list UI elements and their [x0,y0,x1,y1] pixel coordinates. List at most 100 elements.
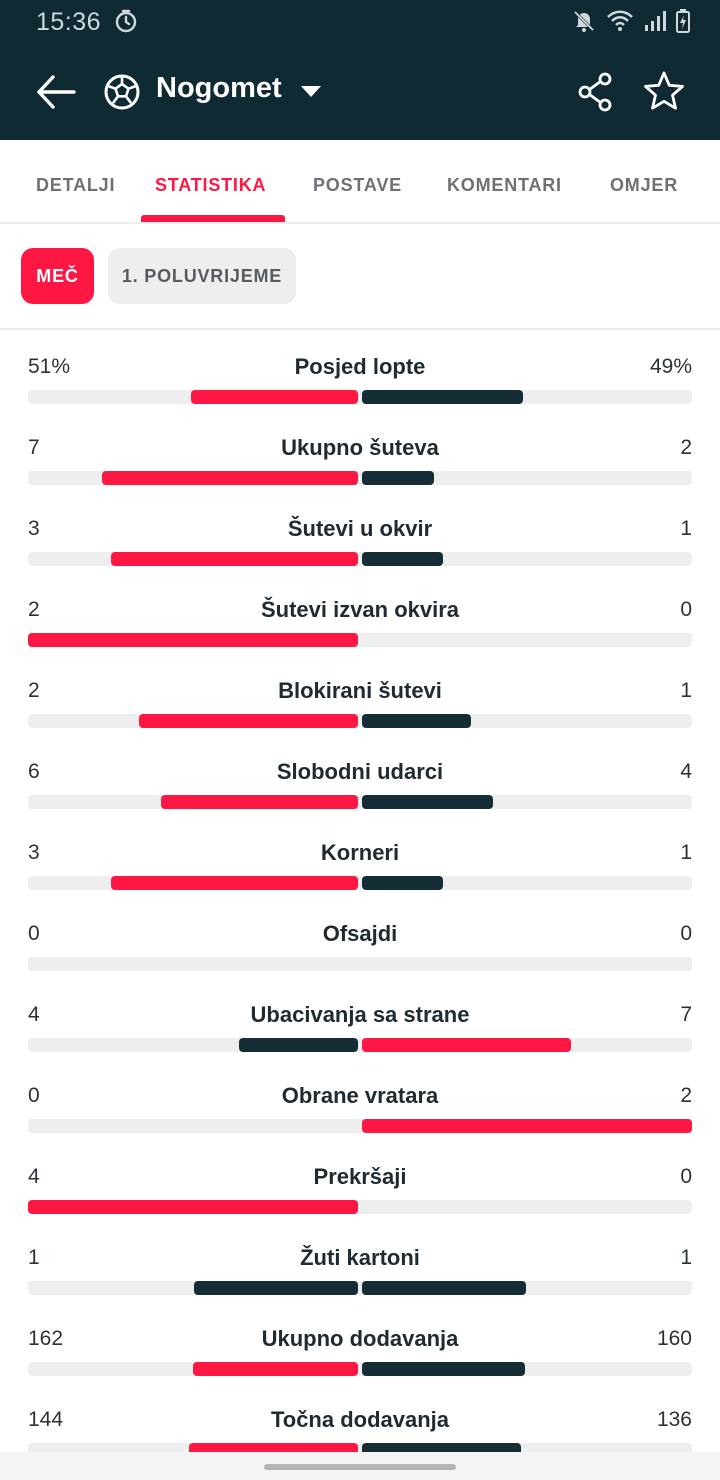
sport-dropdown-button[interactable] [296,80,326,104]
battery-icon [676,9,690,33]
tab-statistika[interactable]: STATISTIKA [155,175,267,195]
period-chip-first-half[interactable]: 1. POLUVRIJEME [108,248,296,304]
stat-home-bar [102,471,358,485]
stat-away-bar [362,1038,571,1052]
stat-label: Šutevi izvan okvira [260,597,460,622]
stat-label: Ukupno šuteva [281,435,439,460]
stat-home-value: 162 [28,1327,64,1350]
stat-away-bar [362,471,434,485]
stat-home-value: 0 [28,922,40,945]
stat-away-bar [362,714,471,728]
stat-row: 7 Ukupno šuteva 2 [0,421,720,502]
stat-home-value: 1 [28,1246,40,1269]
stat-row: 2 Blokirani šutevi 1 [0,664,720,745]
favorite-button[interactable] [640,68,688,116]
stat-home-value: 51% [28,355,71,378]
stat-away-bar [362,795,493,809]
stat-bar-track [28,390,692,404]
stat-row: 2 Šutevi izvan okvira 0 [0,583,720,664]
tab-detalji[interactable]: DETALJI [36,175,116,195]
stat-home-bar [193,1362,358,1376]
stat-label: Ubacivanja sa strane [250,1002,470,1027]
stat-away-bar [362,1281,526,1295]
back-arrow-icon [37,75,76,109]
stat-row: 162 Ukupno dodavanja 160 [0,1312,720,1393]
stat-away-value: 49% [649,355,692,378]
stat-away-value: 136 [656,1408,692,1431]
tab-bar: DETALJI STATISTIKA POSTAVE KOMENTARI OMJ… [0,148,720,224]
back-button[interactable] [32,68,80,116]
stat-row: 0 Ofsajdi 0 [0,907,720,988]
share-button[interactable] [572,68,620,116]
stat-home-value: 0 [28,1084,40,1107]
stat-bar-track [28,714,692,728]
stat-away-bar [362,1119,692,1133]
stat-label: Ukupno dodavanja [261,1326,459,1351]
stat-label: Prekršaji [313,1164,407,1189]
stat-away-bar [362,390,523,404]
mute-icon [572,9,596,33]
stat-label: Korneri [320,840,400,865]
stat-home-value: 144 [28,1408,64,1431]
stat-bar-track [28,1281,692,1295]
caret-down-icon [301,86,321,97]
stat-label: Slobodni udarci [276,759,444,784]
stat-away-value: 0 [680,598,692,621]
stat-away-value: 0 [680,1165,692,1188]
stat-home-value: 2 [28,598,40,621]
period-chip-match[interactable]: MEČ [21,248,94,304]
stat-label: Obrane vratara [281,1083,439,1108]
stat-row: 1 Žuti kartoni 1 [0,1231,720,1312]
stat-away-bar [362,1362,525,1376]
stat-away-value: 7 [680,1003,692,1026]
stat-bar-track [28,957,692,971]
stat-away-value: 2 [680,436,692,459]
stat-home-bar [28,1200,358,1214]
stat-home-value: 3 [28,841,40,864]
stat-bar-track [28,1362,692,1376]
stat-label: Blokirani šutevi [278,678,442,703]
stat-bar-track [28,795,692,809]
stat-label: Točna dodavanja [270,1407,450,1432]
stat-row: 3 Šutevi u okvir 1 [0,502,720,583]
stat-label: Posjed lopte [294,354,426,379]
stat-row: 51% Posjed lopte 49% [0,340,720,421]
stat-label: Šutevi u okvir [287,516,433,541]
tab-komentari[interactable]: KOMENTARI [447,175,562,195]
stat-away-value: 1 [680,679,692,702]
stat-away-bar [362,876,443,890]
status-bar: 15:36 [0,0,720,44]
stat-home-value: 4 [28,1003,40,1026]
home-indicator[interactable] [264,1464,456,1470]
stat-away-value: 4 [680,760,692,783]
stat-label: Žuti kartoni [300,1245,420,1270]
signal-icon [644,9,666,33]
stat-away-value: 1 [680,517,692,540]
stats-list: 51% Posjed lopte 49% 7 Ukupno šuteva 2 3 Šutevi… [0,340,720,1474]
stat-home-value: 7 [28,436,40,459]
timer-icon [114,9,138,33]
tab-postave[interactable]: POSTAVE [313,175,402,195]
stat-home-bar [161,795,358,809]
stat-home-bar [111,876,358,890]
stat-away-value: 1 [680,1246,692,1269]
stat-label: Ofsajdi [322,921,398,946]
stat-row: 4 Prekršaji 0 [0,1150,720,1231]
stat-home-bar [28,633,358,647]
stat-home-value: 4 [28,1165,40,1188]
star-icon [644,71,684,110]
stat-away-value: 160 [656,1327,692,1350]
stat-away-bar [362,552,443,566]
stat-away-value: 2 [680,1084,692,1107]
stat-home-bar [194,1281,358,1295]
wifi-icon [606,9,634,33]
stat-home-value: 6 [28,760,40,783]
stat-home-bar [191,390,358,404]
tab-omjer[interactable]: OMJER [610,175,679,195]
stat-row: 6 Slobodni udarci 4 [0,745,720,826]
stat-row: 0 Obrane vratara 2 [0,1069,720,1150]
stat-home-value: 2 [28,679,40,702]
sport-title: Nogomet [156,72,282,104]
stat-away-value: 1 [680,841,692,864]
status-time: 15:36 [36,8,102,36]
